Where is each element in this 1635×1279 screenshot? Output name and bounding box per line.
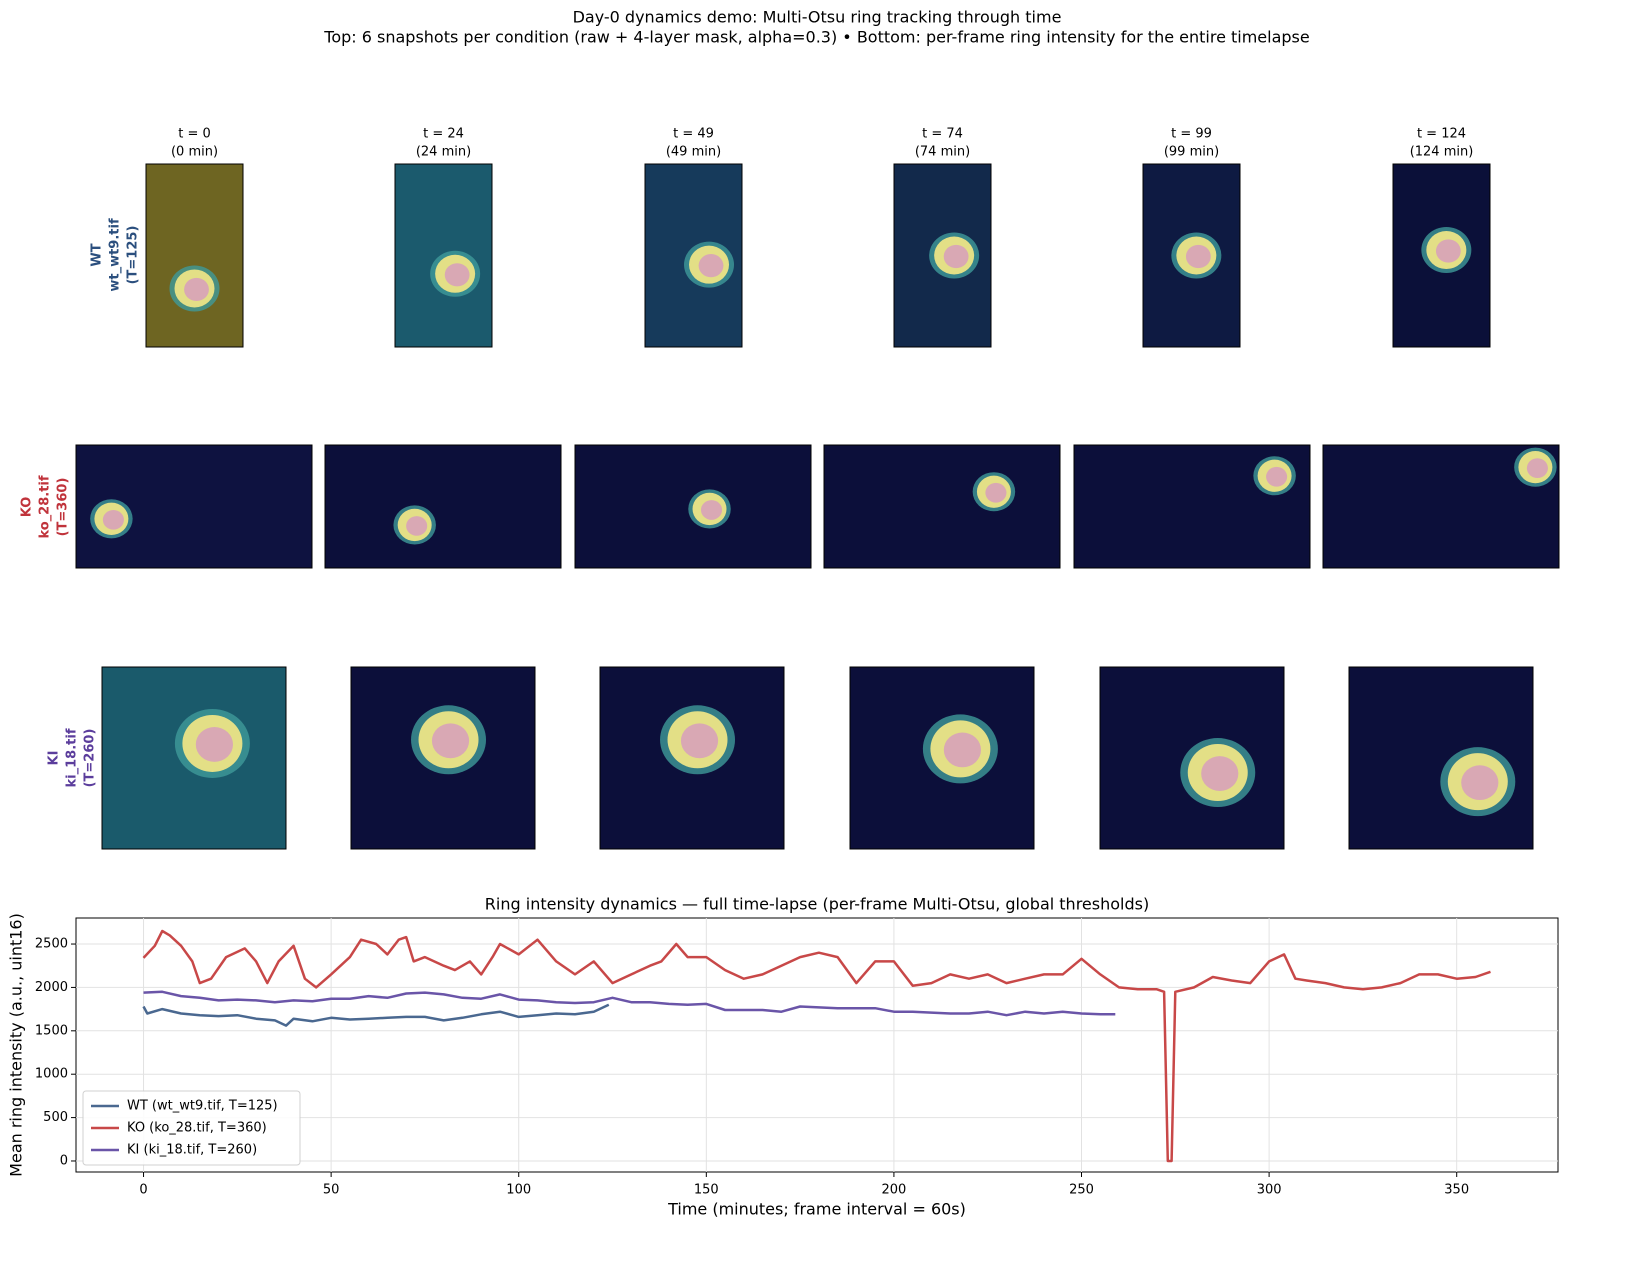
column-subtitle: (74 min) [915,145,970,160]
cell-core [406,516,428,536]
row-label: KI [47,751,62,766]
row-label: ki_18.tif [65,728,80,787]
x-tick-label: 250 [1069,1183,1094,1198]
column-title: t = 74 [922,127,963,142]
cell-core [195,727,233,762]
cell-core [1461,765,1499,801]
column-title: t = 0 [178,127,211,142]
legend-label: KI (ki_18.tif, T=260) [127,1143,257,1158]
column-title: t = 49 [673,127,714,142]
row-label: (T=260) [83,729,98,788]
column-subtitle: (99 min) [1164,145,1219,160]
row-label: ko_28.tif [38,475,53,538]
series-line [143,990,1116,1017]
row-label: (T=125) [126,226,141,285]
cell-core [444,263,470,287]
legend-box [82,1090,301,1166]
image-panel [1348,666,1534,850]
image-panel [145,163,244,348]
x-tick-label: 300 [1257,1183,1282,1198]
cell-core [1185,244,1211,269]
y-tick-label: 0 [60,1153,68,1168]
cell-core [1526,458,1548,479]
column-subtitle: (124 min) [1410,145,1474,160]
figure-title: Day-0 dynamics demo: Multi-Otsu ring tra… [573,8,1062,27]
cell-core [1266,466,1288,487]
cell-core [1201,756,1239,791]
image-panel [324,444,562,569]
legend-label: KO (ko_28.tif, T=360) [127,1121,267,1136]
plot-frame [75,917,1559,1173]
column-title: t = 99 [1171,127,1212,142]
column-subtitle: (49 min) [666,145,721,160]
x-tick-label: 200 [881,1183,906,1198]
cell-core [698,254,724,278]
column-subtitle: (0 min) [171,145,218,160]
legend-label: WT (wt_wt9.tif, T=125) [127,1099,278,1114]
figure-subtitle: Top: 6 snapshots per condition (raw + 4-… [323,28,1309,47]
row-label: WT [90,243,105,266]
y-tick-label: 2500 [35,937,68,952]
column-subtitle: (24 min) [416,145,471,160]
chart-title: Ring intensity dynamics — full time-laps… [485,895,1149,914]
cell-core [943,244,969,269]
cell-core [102,509,124,530]
cell-core [943,732,982,768]
row-label: (T=360) [56,478,71,537]
cell-core [985,482,1007,503]
x-tick-label: 0 [139,1183,147,1198]
x-axis-label: Time (minutes; frame interval = 60s) [667,1200,966,1219]
cell-core [700,500,723,520]
x-tick-label: 50 [323,1183,340,1198]
row-label: wt_wt9.tif [108,218,123,292]
column-title: t = 124 [1417,127,1466,142]
y-tick-label: 1500 [35,1023,68,1038]
x-tick-label: 350 [1444,1183,1469,1198]
x-tick-label: 150 [694,1183,719,1198]
column-title: t = 24 [423,127,464,142]
y-tick-label: 500 [43,1110,68,1125]
row-label: KO [20,497,35,518]
series-line [142,1003,610,1027]
cell-core [680,723,719,759]
cell-core [431,723,470,759]
series-line [142,929,1491,1163]
y-tick-label: 1000 [35,1067,68,1082]
x-tick-label: 100 [506,1183,531,1198]
y-tick-label: 2000 [35,980,68,995]
cell-core [184,277,209,302]
image-panel [823,444,1061,569]
cell-core [1435,239,1461,263]
y-axis-label: Mean ring intensity (a.u., uint16) [7,913,26,1177]
